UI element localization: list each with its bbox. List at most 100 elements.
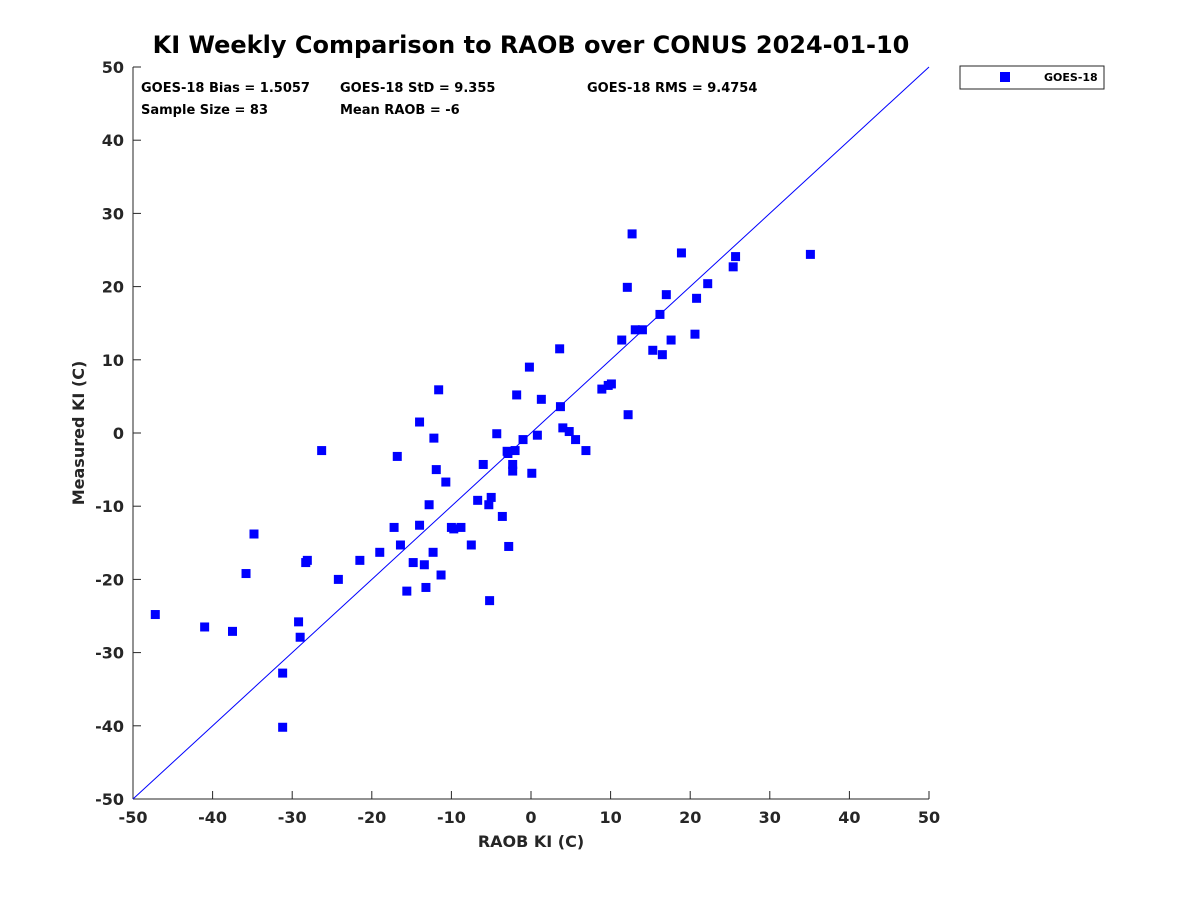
plot-axes: -50 -40 -30 -20 -10 0 10 20 30 40 50 -50 -40 -30 -20 -… (95, 58, 940, 827)
data-point (617, 335, 627, 345)
data-point (532, 430, 542, 440)
y-tick-label: -10 (95, 497, 124, 516)
data-point (527, 468, 537, 478)
data-point (703, 279, 713, 289)
data-point (504, 541, 514, 551)
rms-annotation: GOES-18 RMS = 9.4754 (587, 81, 757, 96)
data-point (466, 540, 476, 550)
data-point (395, 540, 405, 550)
data-point (805, 249, 815, 259)
y-tick-label: -50 (95, 790, 124, 809)
data-point (666, 335, 676, 345)
goes-18-series (150, 229, 815, 732)
data-point (508, 459, 518, 469)
data-point (597, 384, 607, 394)
y-ticks: -50 -40 -30 -20 -10 0 10 20 30 40 50 (95, 58, 141, 809)
y-tick-label: 30 (102, 204, 124, 223)
data-point (436, 570, 446, 580)
y-tick-label: 50 (102, 58, 124, 77)
data-point (606, 379, 616, 389)
legend-label-goes-18: GOES-18 (1044, 71, 1098, 84)
data-point (558, 423, 568, 433)
legend-marker-goes-18 (1000, 72, 1010, 82)
data-point (473, 495, 483, 505)
data-point (302, 555, 312, 565)
x-tick-label: -30 (278, 808, 307, 827)
legend-box (959, 65, 1105, 90)
data-point (524, 362, 534, 372)
data-point (241, 569, 251, 579)
x-axis-label: RAOB KI (C) (478, 832, 584, 851)
data-point (503, 448, 513, 458)
sample-size-annotation: Sample Size = 83 (141, 103, 268, 118)
data-point (555, 344, 565, 354)
data-point (333, 574, 343, 584)
data-point (415, 417, 425, 427)
data-point (555, 402, 565, 412)
x-tick-label: -10 (437, 808, 466, 827)
y-tick-label: 0 (113, 424, 124, 443)
data-point (571, 435, 581, 445)
data-point (485, 596, 495, 606)
std-annotation: GOES-18 StD = 9.355 (340, 81, 495, 96)
x-tick-label: -40 (198, 808, 227, 827)
data-point (449, 524, 459, 534)
data-point (278, 722, 288, 732)
legend: GOES-18 (959, 65, 1105, 90)
data-point (536, 394, 546, 404)
data-point (692, 293, 702, 303)
data-point (728, 262, 738, 272)
x-ticks: -50 -40 -30 -20 -10 0 10 20 30 40 50 (119, 791, 940, 827)
data-point (424, 500, 434, 510)
y-tick-label: 20 (102, 278, 124, 297)
data-point (676, 248, 686, 258)
x-tick-label: 40 (838, 808, 860, 827)
y-tick-label: -40 (95, 717, 124, 736)
data-point (295, 632, 305, 642)
data-point (317, 446, 327, 456)
data-point (278, 668, 288, 678)
data-point (429, 433, 439, 443)
y-tick-label: -20 (95, 570, 124, 589)
data-point (581, 446, 591, 456)
data-point (408, 558, 418, 568)
data-point (200, 622, 210, 632)
chart-title: KI Weekly Comparison to RAOB over CONUS … (153, 31, 910, 59)
data-point (415, 520, 425, 530)
one-to-one-reference-line (132, 66, 930, 800)
data-point (623, 410, 633, 420)
x-tick-label: 50 (918, 808, 940, 827)
data-point (431, 465, 441, 475)
x-tick-label: 20 (679, 808, 701, 827)
data-point (622, 282, 632, 292)
data-point (731, 252, 741, 262)
y-tick-label: 10 (102, 351, 124, 370)
y-axis-label: Measured KI (C) (69, 361, 88, 506)
data-point (421, 582, 431, 592)
data-point (428, 547, 438, 557)
data-point (150, 610, 160, 620)
data-point (392, 451, 402, 461)
data-point (419, 560, 429, 570)
data-point (655, 309, 665, 319)
data-point (355, 555, 365, 565)
y-tick-label: -30 (95, 644, 124, 663)
data-point (657, 350, 667, 360)
y-tick-label: 40 (102, 131, 124, 150)
x-tick-label: 10 (599, 808, 621, 827)
data-point (434, 385, 444, 395)
data-point (630, 325, 640, 335)
data-point (486, 492, 496, 502)
x-tick-label: 0 (525, 808, 536, 827)
data-point (402, 586, 412, 596)
data-point (564, 427, 574, 437)
data-point (249, 529, 259, 539)
data-point (389, 522, 399, 532)
data-point (294, 617, 304, 627)
data-point (492, 429, 502, 439)
data-point (508, 466, 518, 476)
data-point (484, 500, 494, 510)
x-tick-label: -50 (119, 808, 148, 827)
